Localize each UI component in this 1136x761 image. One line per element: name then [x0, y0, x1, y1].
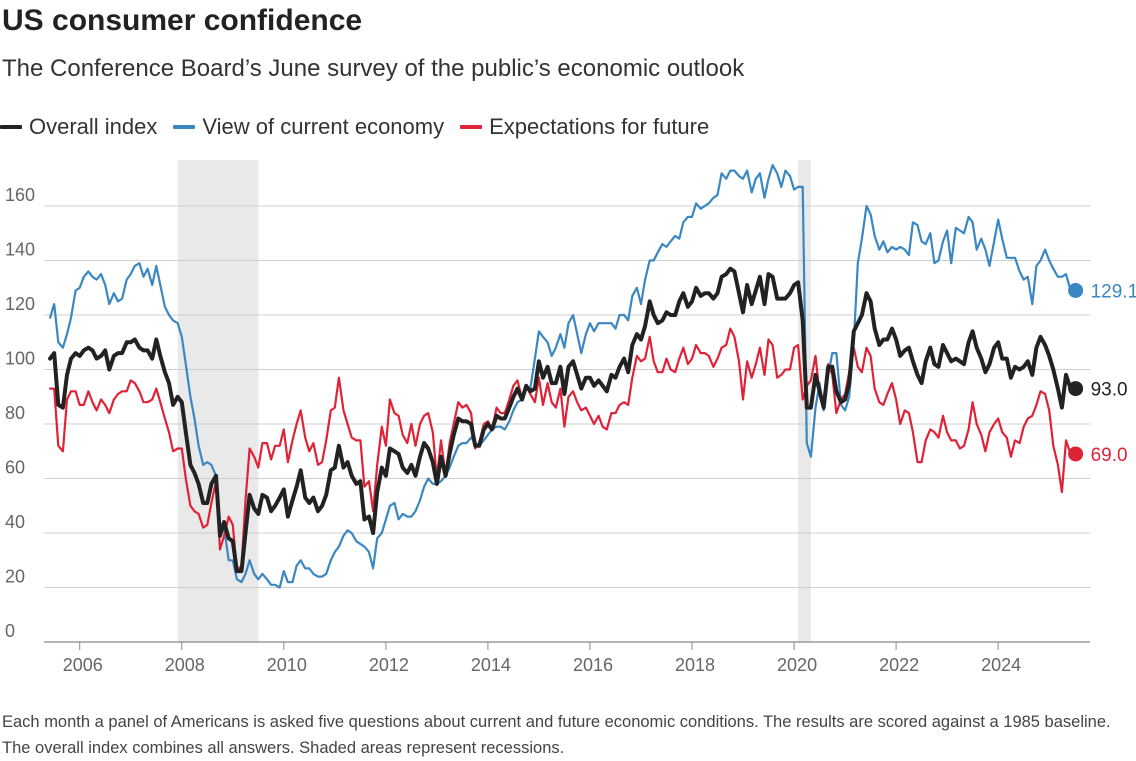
chart-title: US consumer confidence — [2, 4, 363, 37]
x-axis: 2006 2008 2010 2012 2014 2016 2018 2020 2022 2024 — [63, 642, 1021, 675]
y-tick-label: 0 — [5, 621, 15, 641]
x-tick-label: 2010 — [267, 655, 307, 675]
x-tick-label: 2020 — [777, 655, 817, 675]
future-expectations-end-dot — [1068, 446, 1084, 462]
y-axis-labels: 0 20 40 60 80 100 120 140 160 — [5, 185, 35, 641]
legend-swatch-expectations — [460, 125, 483, 129]
chart-footnote: Each month a panel of Americans is asked… — [2, 713, 1111, 757]
x-tick-label: 2022 — [879, 655, 919, 675]
end-markers: 93.0 129.1 69.0 — [1068, 281, 1136, 466]
legend-swatch-current — [173, 125, 196, 129]
overall-index-end-label: 93.0 — [1091, 380, 1128, 401]
legend-item-overall: Overall index — [0, 114, 157, 140]
legend-item-current: View of current economy — [173, 114, 444, 140]
y-tick-label: 160 — [5, 185, 35, 205]
series-lines — [48, 164, 1073, 589]
future-expectations-line — [49, 327, 1072, 573]
y-tick-label: 80 — [5, 403, 25, 423]
x-tick-label: 2014 — [471, 655, 511, 675]
x-tick-label: 2018 — [675, 655, 715, 675]
legend-label-current: View of current economy — [202, 114, 445, 139]
y-tick-label: 140 — [5, 240, 35, 260]
y-tick-label: 20 — [5, 567, 25, 587]
recession-shading — [177, 160, 811, 642]
future-expectations-end-label: 69.0 — [1091, 445, 1128, 466]
x-tick-label: 2008 — [165, 655, 205, 675]
chart-subtitle: The Conference Board’s June survey of th… — [2, 55, 745, 82]
y-tick-label: 60 — [5, 458, 25, 478]
legend-swatch-overall — [0, 125, 22, 129]
chart-legend: Overall index View of current economy Ex… — [0, 113, 725, 141]
x-tick-label: 2006 — [63, 655, 103, 675]
x-tick-label: 2016 — [573, 655, 613, 675]
legend-item-expectations: Expectations for future — [460, 114, 709, 140]
x-tick-label: 2024 — [981, 655, 1021, 675]
y-tick-label: 120 — [5, 294, 35, 314]
legend-label-expectations: Expectations for future — [489, 114, 710, 139]
y-tick-label: 100 — [5, 349, 35, 369]
current-economy-end-dot — [1068, 282, 1084, 298]
legend-label-overall: Overall index — [29, 114, 158, 139]
current-economy-end-label: 129.1 — [1091, 281, 1136, 302]
x-tick-label: 2012 — [369, 655, 409, 675]
overall-index-line — [48, 266, 1073, 574]
overall-index-end-dot — [1068, 381, 1084, 397]
y-tick-label: 40 — [5, 512, 25, 532]
